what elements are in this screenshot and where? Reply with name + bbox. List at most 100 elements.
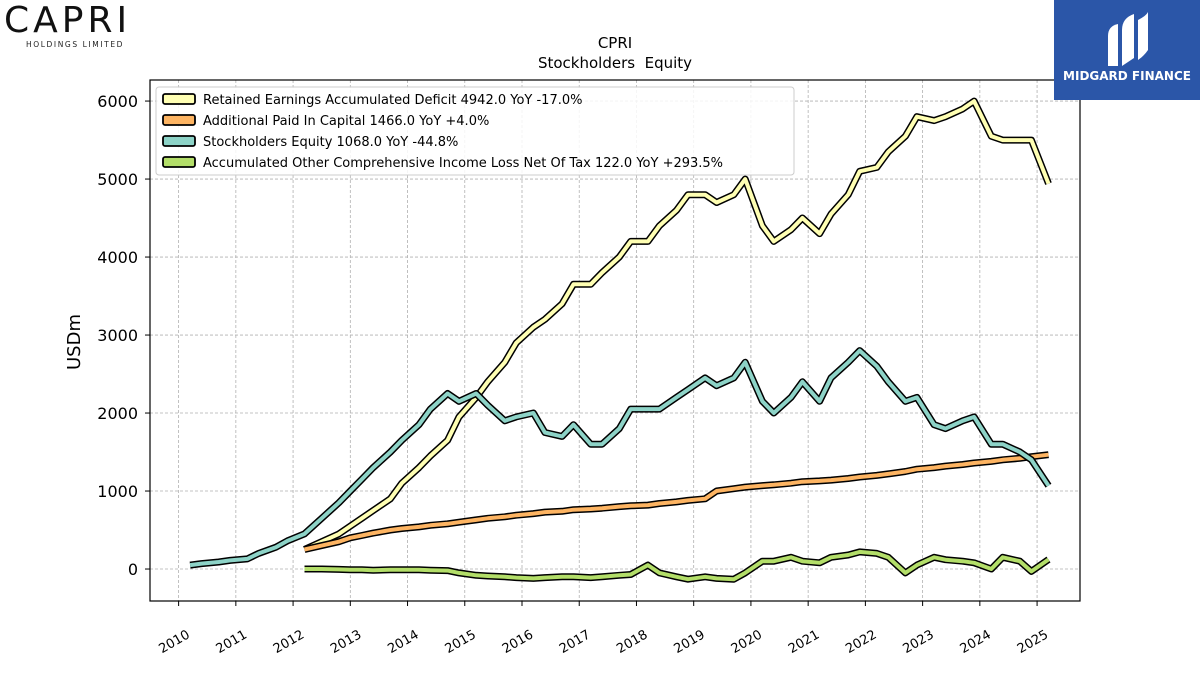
data-point: [974, 416, 975, 417]
data-point: [504, 576, 505, 577]
data-point: [304, 549, 305, 550]
data-point: [876, 167, 877, 168]
data-point: [716, 578, 717, 579]
data-point: [504, 420, 505, 421]
data-point: [848, 555, 849, 556]
data-point: [361, 535, 362, 536]
data-point: [447, 393, 448, 394]
data-point: [630, 574, 631, 575]
data-point: [934, 557, 935, 558]
data-point: [705, 498, 706, 499]
data-point: [258, 553, 259, 554]
data-point: [562, 436, 563, 437]
data-point: [447, 570, 448, 571]
data-point: [619, 257, 620, 258]
data-point: [401, 528, 402, 529]
data-point: [1031, 140, 1032, 141]
data-point: [831, 480, 832, 481]
data-point: [945, 466, 946, 467]
data-point: [688, 579, 689, 580]
legend-swatch: [162, 156, 196, 168]
data-point: [819, 480, 820, 481]
data-point: [630, 505, 631, 506]
data-point: [459, 572, 460, 573]
data-point: [888, 381, 889, 382]
legend: Retained Earnings Accumulated Deficit 49…: [155, 86, 795, 176]
data-point: [573, 284, 574, 285]
data-point: [659, 225, 660, 226]
data-point: [888, 151, 889, 152]
data-point: [247, 558, 248, 559]
x-tick-label: 2014: [385, 627, 421, 657]
legend-swatch: [162, 93, 196, 105]
data-point: [373, 510, 374, 511]
company-logo: CAPRI HOLDINGS LIMITED: [4, 2, 154, 50]
data-point: [459, 522, 460, 523]
data-point: [647, 241, 648, 242]
data-point: [945, 559, 946, 560]
x-tick-label: 2016: [500, 627, 536, 657]
data-point: [876, 553, 877, 554]
data-point: [916, 116, 917, 117]
data-point: [218, 562, 219, 563]
data-point: [888, 557, 889, 558]
data-point: [476, 575, 477, 576]
data-point: [590, 509, 591, 510]
data-point: [1019, 452, 1020, 453]
data-point: [762, 401, 763, 402]
data-point: [562, 576, 563, 577]
data-point: [791, 557, 792, 558]
data-point: [619, 506, 620, 507]
data-point: [321, 545, 322, 546]
data-point: [562, 511, 563, 512]
data-point: [991, 569, 992, 570]
data-point: [905, 401, 906, 402]
series-line: [189, 348, 1051, 568]
data-point: [338, 533, 339, 534]
y-tick-label: 4000: [97, 248, 138, 267]
data-point: [791, 229, 792, 230]
data-point: [1019, 561, 1020, 562]
data-point: [1019, 458, 1020, 459]
data-point: [487, 405, 488, 406]
data-point: [459, 416, 460, 417]
chart-title: CPRI: [598, 34, 632, 52]
x-tick-label: 2018: [614, 627, 650, 657]
data-point: [791, 483, 792, 484]
data-point: [1048, 183, 1049, 184]
data-point: [676, 576, 677, 577]
data-point: [945, 116, 946, 117]
data-point: [705, 576, 706, 577]
data-point: [1002, 459, 1003, 460]
data-point: [201, 563, 202, 564]
data-point: [350, 569, 351, 570]
data-point: [688, 389, 689, 390]
data-point: [338, 502, 339, 503]
data-point: [831, 557, 832, 558]
data-point: [430, 570, 431, 571]
data-point: [390, 498, 391, 499]
data-point: [733, 377, 734, 378]
data-point: [762, 485, 763, 486]
data-point: [533, 578, 534, 579]
data-point: [745, 572, 746, 573]
data-point: [745, 179, 746, 180]
data-point: [504, 516, 505, 517]
x-tick-label: 2013: [328, 627, 364, 657]
data-point: [419, 467, 420, 468]
data-point: [516, 416, 517, 417]
x-tick-label: 2017: [557, 627, 593, 657]
data-point: [716, 491, 717, 492]
data-point: [974, 463, 975, 464]
data-point: [802, 381, 803, 382]
data-point: [390, 530, 391, 531]
data-point: [876, 475, 877, 476]
data-point: [573, 509, 574, 510]
data-point: [516, 577, 517, 578]
data-point: [275, 547, 276, 548]
data-point: [476, 519, 477, 520]
legend-label: Additional Paid In Capital 1466.0 YoY +4…: [203, 114, 489, 129]
legend-label: Retained Earnings Accumulated Deficit 49…: [203, 93, 582, 108]
data-point: [619, 428, 620, 429]
x-tick-label: 2025: [1015, 627, 1051, 657]
